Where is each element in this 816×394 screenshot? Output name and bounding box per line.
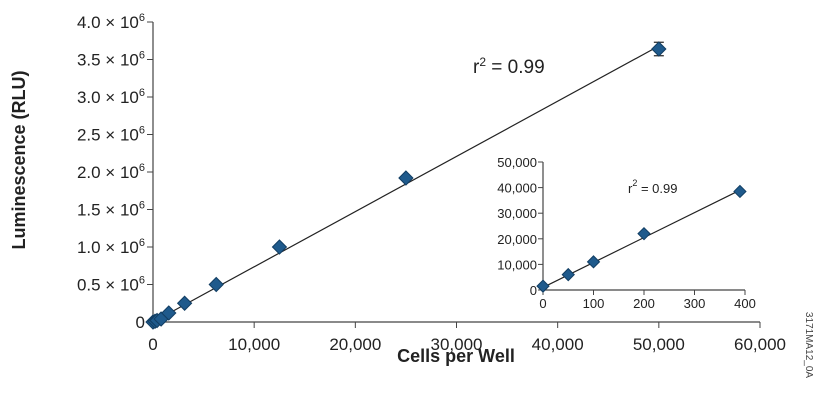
y-tick-label: 1.0 × 106 <box>77 237 145 257</box>
y-tick-label: 4.0 × 106 <box>77 12 145 32</box>
x-tick-label: 30,000 <box>431 335 483 354</box>
data-point <box>176 295 193 311</box>
inset-fit-line <box>542 189 741 288</box>
x-tick-label: 60,000 <box>734 335 786 354</box>
y-tick-label: 0 <box>136 313 145 332</box>
inset-data-point <box>733 184 747 199</box>
x-tick-label: 50,000 <box>633 335 685 354</box>
y-tick-label: 2.5 × 106 <box>77 125 145 145</box>
inset-y-tick-label: 40,000 <box>497 181 537 196</box>
inset-x-tick-label: 0 <box>539 296 546 311</box>
data-point <box>651 41 667 57</box>
y-axis-title: Luminescence (RLU) <box>9 70 29 249</box>
y-tick-label: 1.5 × 106 <box>77 200 145 220</box>
inset-x-tick-label: 300 <box>684 296 706 311</box>
main-plot: 0 10,000 20,000 30,000 40,000 50,000 60,000 0 0.… <box>77 12 786 354</box>
y-tick-label: 0.5 × 106 <box>77 275 145 295</box>
inset-y-tick-label: 20,000 <box>497 232 537 247</box>
x-tick-label: 10,000 <box>228 335 280 354</box>
inset-x-tick-label: 200 <box>633 296 655 311</box>
y-tick-label: 2.0 × 106 <box>77 162 145 182</box>
inset-y-tick-label: 0 <box>530 283 537 298</box>
inset-data-point <box>586 255 601 269</box>
inset-x-tick-label: 400 <box>734 296 756 311</box>
y-tick-label: 3.0 × 106 <box>77 87 145 107</box>
y-tick-label: 3.5 × 106 <box>77 50 145 70</box>
data-point <box>271 239 288 255</box>
data-point <box>161 305 177 321</box>
inset-x-tick-label: 100 <box>583 296 605 311</box>
x-tick-label: 20,000 <box>329 335 381 354</box>
inset-data-point <box>536 279 550 293</box>
inset-plot: 0 100 200 300 400 0 10,000 20,000 30,000 40,000 50… <box>497 155 756 311</box>
inset-y-tick-label: 10,000 <box>497 257 537 272</box>
x-axis-title: Cells per Well <box>397 346 515 366</box>
figure-code: 3171MA12_0A <box>803 312 814 378</box>
inset-data-point <box>637 226 651 241</box>
data-point <box>208 276 224 293</box>
inset-y-tick-label: 30,000 <box>497 206 537 221</box>
inset-r-squared-annotation: r2 = 0.99 <box>628 178 677 196</box>
data-point <box>398 170 414 186</box>
x-tick-label: 40,000 <box>532 335 584 354</box>
inset-y-tick-label: 50,000 <box>497 155 537 170</box>
inset-data-point <box>561 267 575 282</box>
x-tick-label: 0 <box>148 335 157 354</box>
r-squared-annotation: r2 = 0.99 <box>473 55 545 78</box>
